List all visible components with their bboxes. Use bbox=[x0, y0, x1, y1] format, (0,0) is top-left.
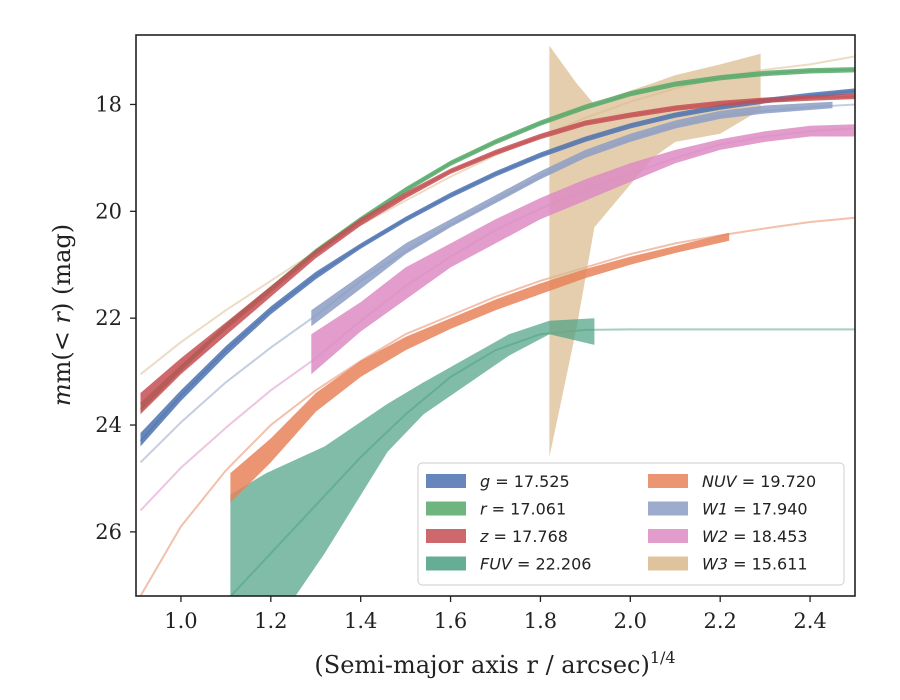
y-tick-label: 20 bbox=[95, 199, 122, 223]
measurement-bands bbox=[140, 45, 855, 596]
plot-area bbox=[139, 45, 855, 596]
x-tick-label: 2.2 bbox=[703, 609, 736, 633]
legend-label-r: r = 17.061 bbox=[480, 500, 566, 519]
x-tick-label: 1.2 bbox=[254, 609, 287, 633]
y-axis-ticks: 18 20 22 24 26 bbox=[95, 92, 136, 544]
plot-frame bbox=[135, 34, 856, 597]
legend-label-w3: W3 = 15.611 bbox=[702, 555, 808, 574]
y-axis-label: mm(< r) (mag) bbox=[48, 224, 76, 406]
legend-label-z: z = 17.768 bbox=[479, 527, 568, 546]
x-tick-label: 2.4 bbox=[793, 609, 826, 633]
x-tick-label: 1.6 bbox=[434, 609, 467, 633]
legend-swatch-r bbox=[426, 501, 466, 516]
legend-swatch-z bbox=[426, 529, 466, 543]
band-fuv bbox=[230, 318, 595, 596]
legend-label-w2: W2 = 18.453 bbox=[702, 527, 808, 546]
legend-label-nuv: NUV = 19.720 bbox=[702, 472, 816, 491]
legend-swatch-w3 bbox=[648, 556, 688, 571]
legend-swatch-nuv bbox=[648, 474, 688, 488]
legend-swatch-g bbox=[426, 474, 466, 488]
x-axis-ticks: 1.0 1.2 1.4 1.6 1.8 2.0 2.2 2.4 bbox=[164, 596, 827, 633]
legend: g = 17.525 r = 17.061 z = 17.768 FUV = 22.2… bbox=[417, 462, 845, 586]
y-tick-label: 22 bbox=[95, 306, 122, 330]
x-axis-label: (Semi-major axis r / arcsec)1/4 bbox=[314, 648, 675, 679]
x-tick-label: 1.0 bbox=[164, 609, 197, 633]
y-tick-label: 24 bbox=[95, 413, 122, 437]
legend-swatch-w1 bbox=[648, 501, 688, 516]
legend-box bbox=[417, 462, 845, 586]
y-tick-label: 26 bbox=[95, 520, 122, 544]
y-tick-label: 18 bbox=[95, 92, 122, 116]
legend-label-g: g = 17.525 bbox=[480, 472, 570, 491]
x-tick-label: 2.0 bbox=[614, 609, 647, 633]
legend-label-fuv: FUV = 22.206 bbox=[480, 555, 591, 574]
legend-swatch-fuv bbox=[426, 556, 466, 571]
x-tick-label: 1.8 bbox=[524, 609, 557, 633]
legend-swatch-w2 bbox=[648, 529, 688, 543]
legend-label-w1: W1 = 17.940 bbox=[702, 500, 808, 519]
x-tick-label: 1.4 bbox=[344, 609, 377, 633]
model-curve-nuv bbox=[139, 216, 855, 596]
